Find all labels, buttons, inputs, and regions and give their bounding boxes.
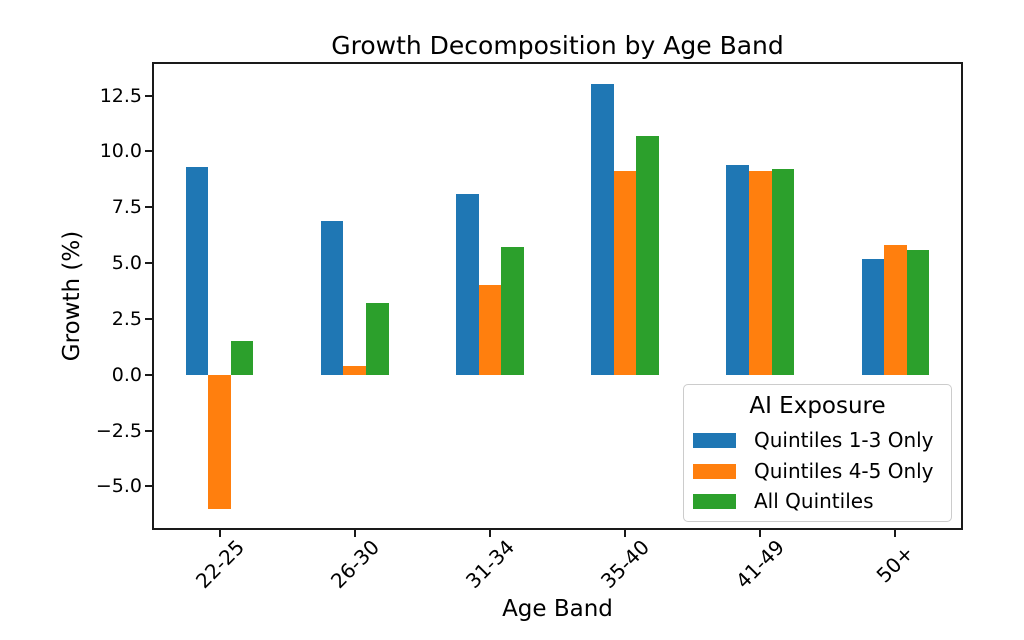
x-tick-label: 50+ [871,540,919,588]
y-tick-mark [145,485,152,488]
bar-all-quintiles-35-40 [636,135,659,375]
bar-quintiles-1-3-only-35-40 [591,84,614,375]
legend-swatch [693,433,736,448]
bar-quintiles-4-5-only-35-40 [613,171,637,375]
legend-swatch [693,494,736,510]
x-tick-label: 35-40 [596,534,655,594]
bar-all-quintiles-41-49 [771,169,795,375]
legend-item: Quintiles 4-5 Only [684,456,951,487]
bar-all-quintiles-50+ [906,249,930,375]
legend: AI Exposure Quintiles 1-3 Only Quintiles … [683,384,952,522]
y-axis-label: Growth (%) [59,230,85,362]
x-tick-label: 31-34 [460,534,519,594]
bar-quintiles-1-3-only-50+ [861,258,885,375]
bar-quintiles-4-5-only-26-30 [343,365,366,375]
y-tick-mark [145,206,152,209]
bar-all-quintiles-26-30 [366,303,389,375]
x-tick-mark [624,530,627,537]
y-tick-mark [145,373,152,376]
y-tick-label: 2.5 [111,307,142,330]
legend-item: Quintiles 1-3 Only [684,425,951,456]
x-tick-label: 22-25 [190,534,249,594]
x-tick-mark [894,530,897,537]
bar-quintiles-1-3-only-22-25 [185,166,209,375]
y-tick-label: 0.0 [111,363,142,386]
legend-swatch [693,463,736,479]
y-tick-mark [145,429,152,432]
x-tick-mark [488,530,491,537]
bar-quintiles-4-5-only-22-25 [208,374,231,509]
bar-quintiles-4-5-only-50+ [884,245,907,375]
bar-quintiles-1-3-only-26-30 [320,220,344,375]
x-axis-label: Age Band [502,596,613,622]
legend-item-label: All Quintiles [754,489,874,514]
x-tick-mark [353,530,356,537]
legend-item: All Quintiles [684,486,951,517]
y-tick-label: −2.5 [95,419,142,442]
y-tick-mark [145,94,152,97]
y-tick-label: 7.5 [111,196,142,219]
legend-title: AI Exposure [749,393,886,419]
bar-quintiles-1-3-only-41-49 [726,164,749,375]
x-tick-mark [759,530,762,537]
y-tick-label: 12.5 [99,84,142,107]
y-tick-label: −5.0 [95,475,142,498]
x-tick-mark [218,530,221,537]
y-tick-mark [145,317,152,320]
x-tick-label: 41-49 [731,534,790,594]
legend-item-label: Quintiles 4-5 Only [754,458,934,483]
bar-quintiles-4-5-only-31-34 [478,285,502,375]
bar-all-quintiles-22-25 [230,341,254,375]
bar-quintiles-4-5-only-41-49 [748,171,772,375]
y-tick-label: 5.0 [111,252,142,275]
y-tick-label: 10.0 [99,140,142,163]
y-tick-mark [145,150,152,153]
y-tick-mark [145,262,152,265]
x-tick-label: 26-30 [325,534,384,594]
bar-quintiles-1-3-only-31-34 [456,193,479,375]
chart-title: Growth Decomposition by Age Band [331,31,784,60]
bar-all-quintiles-31-34 [501,247,524,375]
legend-item-label: Quintiles 1-3 Only [754,428,934,452]
